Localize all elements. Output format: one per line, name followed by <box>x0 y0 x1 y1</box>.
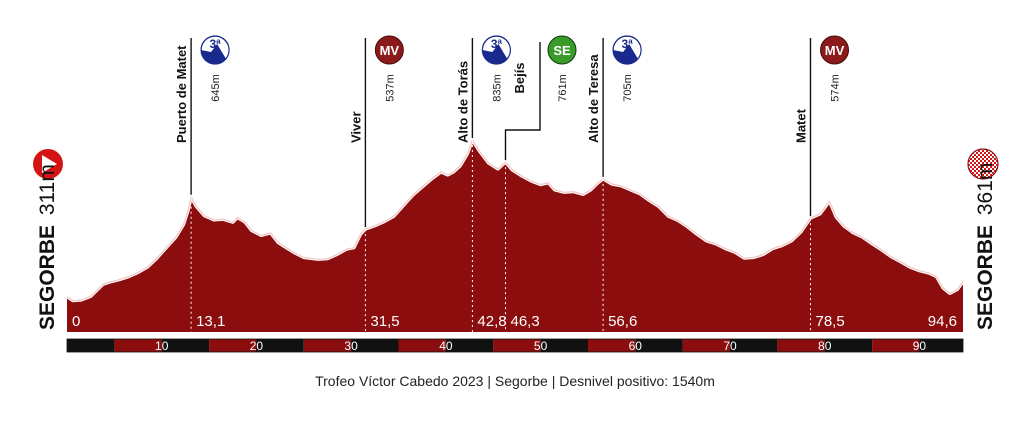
scale-segment <box>114 339 162 352</box>
scale-bar-border <box>66 338 964 353</box>
finish-flag-icon <box>967 148 999 180</box>
point-altitude: 761m <box>557 74 569 102</box>
svg-text:SEGORBE 311m: SEGORBE 311m <box>36 164 59 330</box>
finish-name: SEGORBE <box>974 225 997 330</box>
mv-badge-icon <box>374 35 404 65</box>
km-marker-label: 46,3 <box>511 313 540 330</box>
point-altitude: 645m <box>210 74 222 102</box>
km-marker-label: 94,6 <box>928 313 957 330</box>
scale-segment <box>540 339 588 352</box>
mountain-shape-icon <box>201 44 227 65</box>
badge-ring <box>200 35 229 51</box>
scale-segment <box>730 339 778 352</box>
badge-label: MV <box>380 43 400 58</box>
scale-segment <box>398 339 446 352</box>
svg-text:SEGORBE 361m: SEGORBE 361m <box>974 163 997 330</box>
km-marker-label: 78,5 <box>816 313 845 330</box>
point-name: Alto de Teresa <box>586 54 601 143</box>
finish-altitude: 361m <box>974 163 997 216</box>
climb-point: Viver MV 537m <box>348 35 404 228</box>
badge-label: MV <box>825 43 845 58</box>
scale-segment <box>161 339 210 352</box>
climb-point: Alto de Torás 3ª 835m <box>455 35 511 143</box>
start-altitude: 311m <box>36 164 59 215</box>
profile-area <box>67 140 963 332</box>
point-altitude: 574m <box>830 74 842 102</box>
scale-tick-label: 20 <box>250 339 264 353</box>
climb-point: Bejís SE 761m <box>504 35 577 161</box>
scale-segment <box>351 339 399 352</box>
scale-segment <box>256 339 304 352</box>
climb-point: Matet MV 574m <box>794 35 850 217</box>
point-altitude: 835m <box>491 74 503 102</box>
scale-tick-label: 60 <box>629 339 643 353</box>
km-marker-label: 0 <box>72 313 80 330</box>
badge-ring <box>612 35 641 51</box>
mv-badge-icon <box>820 35 850 65</box>
badge-label: 3ª <box>491 37 503 51</box>
badge-label: 3ª <box>210 37 222 51</box>
scale-tick-label: 50 <box>534 339 548 353</box>
play-arrow-icon <box>42 155 57 173</box>
finish-marker: SEGORBE 361m <box>967 148 999 330</box>
scale-segment <box>824 339 873 352</box>
km-marker-label: 13,1 <box>196 313 225 330</box>
sprint-badge-icon <box>547 35 577 65</box>
scale-segment <box>682 339 730 352</box>
badge-label: 3ª <box>622 37 634 51</box>
scale-segment <box>445 339 494 352</box>
scale-tick-label: 90 <box>913 339 927 353</box>
scale-segment <box>67 339 115 352</box>
scale-tick-label: 80 <box>818 339 832 353</box>
point-name: Matet <box>794 108 809 143</box>
km-marker-label: 56,6 <box>608 313 637 330</box>
point-leader-line <box>504 42 541 161</box>
km-marker-label: 42,8 <box>477 313 506 330</box>
scale-segment <box>777 339 825 352</box>
caption: Trofeo Víctor Cabedo 2023 | Segorbe | De… <box>315 373 715 389</box>
scale-tick-label: 40 <box>439 339 453 353</box>
scale-segment <box>919 339 963 352</box>
point-altitude: 537m <box>384 74 396 102</box>
scale-tick-label: 10 <box>155 339 169 353</box>
point-altitude: 705m <box>622 74 634 102</box>
mountain-shape-icon <box>613 44 639 65</box>
scale-segment <box>635 339 683 352</box>
badge-label: SE <box>553 43 571 58</box>
scale-segment <box>303 339 352 352</box>
profile-outline <box>66 139 964 302</box>
scale-tick-label: 30 <box>344 339 358 353</box>
scale-segment <box>872 339 920 352</box>
scale-segment <box>209 339 257 352</box>
scale-segment <box>587 339 636 352</box>
scale-segment <box>493 339 541 352</box>
km-marker-label: 31,5 <box>370 313 399 330</box>
point-name: Viver <box>348 111 363 143</box>
start-name: SEGORBE <box>36 225 59 330</box>
climb-point: Puerto de Matet 3ª 645m <box>174 35 230 195</box>
start-marker: SEGORBE 311m <box>33 149 63 330</box>
point-name: Bejís <box>512 62 527 93</box>
badge-ring <box>481 35 510 51</box>
scale-tick-label: 70 <box>723 339 737 353</box>
point-name: Alto de Torás <box>455 61 470 143</box>
mountain-shape-icon <box>482 44 508 65</box>
climb-point: Alto de Teresa 3ª 705m <box>586 35 642 177</box>
point-name: Puerto de Matet <box>174 45 189 143</box>
